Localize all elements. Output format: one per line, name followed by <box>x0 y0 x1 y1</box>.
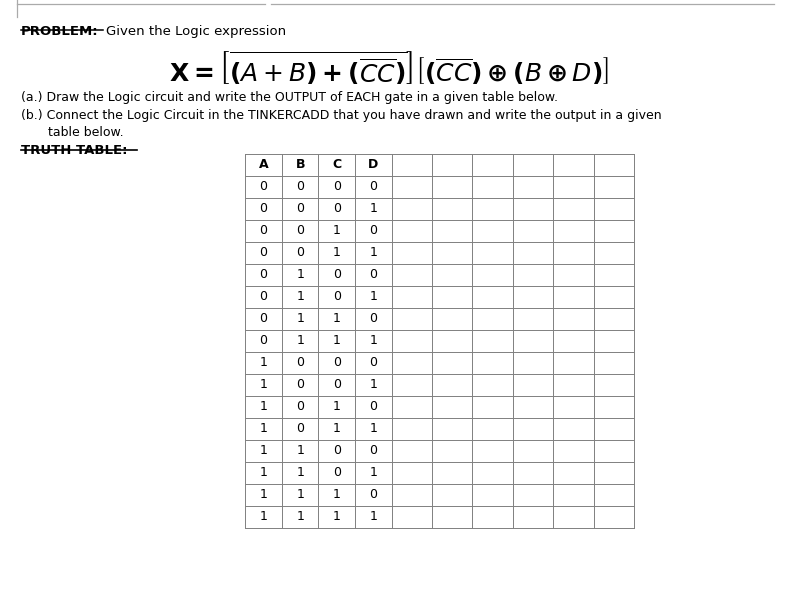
Text: 0: 0 <box>260 202 268 216</box>
Text: 1: 1 <box>332 247 341 260</box>
Text: 0: 0 <box>332 202 341 216</box>
Text: 0: 0 <box>296 224 304 238</box>
Text: 0: 0 <box>332 445 341 457</box>
Text: 1: 1 <box>260 356 268 370</box>
Text: 0: 0 <box>296 247 304 260</box>
Text: C: C <box>332 158 341 171</box>
Text: 1: 1 <box>260 445 268 457</box>
Text: 1: 1 <box>370 510 377 524</box>
Text: 0: 0 <box>296 401 304 414</box>
Text: 0: 0 <box>332 378 341 392</box>
Text: TRUTH TABLE:: TRUTH TABLE: <box>21 144 128 157</box>
Text: B: B <box>295 158 305 171</box>
Text: 0: 0 <box>260 224 268 238</box>
Text: 1: 1 <box>260 488 268 501</box>
Text: 0: 0 <box>332 466 341 479</box>
Text: 1: 1 <box>370 466 377 479</box>
Text: 0: 0 <box>296 378 304 392</box>
Text: 1: 1 <box>296 312 304 325</box>
Text: 1: 1 <box>332 510 341 524</box>
Text: table below.: table below. <box>48 126 124 139</box>
Text: Given the Logic expression: Given the Logic expression <box>106 25 286 38</box>
Text: 1: 1 <box>370 202 377 216</box>
Text: 0: 0 <box>369 180 377 193</box>
Text: 0: 0 <box>332 356 341 370</box>
Text: D: D <box>368 158 379 171</box>
Text: (b.) Connect the Logic Circuit in the TINKERCADD that you have drawn and write t: (b.) Connect the Logic Circuit in the TI… <box>21 109 662 122</box>
Text: PROBLEM:: PROBLEM: <box>21 25 99 38</box>
Text: 1: 1 <box>296 269 304 282</box>
Text: $\mathbf{X = \left[\overline{(\mathit{A+B}) + (\overline{\mathit{CC}})}\right]\l: $\mathbf{X = \left[\overline{(\mathit{A+… <box>169 50 608 88</box>
Text: 1: 1 <box>260 466 268 479</box>
Text: 0: 0 <box>296 356 304 370</box>
Text: 1: 1 <box>296 445 304 457</box>
Text: 1: 1 <box>370 423 377 435</box>
Text: 0: 0 <box>332 291 341 303</box>
Text: 0: 0 <box>296 423 304 435</box>
Text: 1: 1 <box>260 510 268 524</box>
Text: 0: 0 <box>296 180 304 193</box>
Text: 1: 1 <box>332 423 341 435</box>
Text: 1: 1 <box>332 224 341 238</box>
Text: 1: 1 <box>260 401 268 414</box>
Text: 1: 1 <box>296 510 304 524</box>
Text: 1: 1 <box>370 378 377 392</box>
Text: 0: 0 <box>260 269 268 282</box>
Text: 1: 1 <box>370 291 377 303</box>
Text: 1: 1 <box>296 334 304 347</box>
Text: (a.) Draw the Logic circuit and write the OUTPUT of EACH gate in a given table b: (a.) Draw the Logic circuit and write th… <box>21 91 558 104</box>
Text: 1: 1 <box>332 488 341 501</box>
Text: 0: 0 <box>369 401 377 414</box>
Text: 0: 0 <box>260 247 268 260</box>
Text: 0: 0 <box>369 488 377 501</box>
Text: 0: 0 <box>332 180 341 193</box>
Text: 0: 0 <box>260 180 268 193</box>
Text: 0: 0 <box>260 312 268 325</box>
Text: 1: 1 <box>332 312 341 325</box>
Text: 0: 0 <box>260 291 268 303</box>
Text: 1: 1 <box>370 334 377 347</box>
Text: 0: 0 <box>369 312 377 325</box>
Text: 1: 1 <box>332 334 341 347</box>
Text: 1: 1 <box>296 488 304 501</box>
Text: 0: 0 <box>369 224 377 238</box>
Text: 0: 0 <box>260 334 268 347</box>
Text: 1: 1 <box>370 247 377 260</box>
Text: 0: 0 <box>369 445 377 457</box>
Text: 0: 0 <box>296 202 304 216</box>
Text: 1: 1 <box>332 401 341 414</box>
Text: 0: 0 <box>369 356 377 370</box>
Text: 1: 1 <box>260 378 268 392</box>
Text: 1: 1 <box>296 291 304 303</box>
Text: A: A <box>259 158 269 171</box>
Text: 1: 1 <box>260 423 268 435</box>
Text: 1: 1 <box>296 466 304 479</box>
Text: 0: 0 <box>332 269 341 282</box>
Text: 0: 0 <box>369 269 377 282</box>
